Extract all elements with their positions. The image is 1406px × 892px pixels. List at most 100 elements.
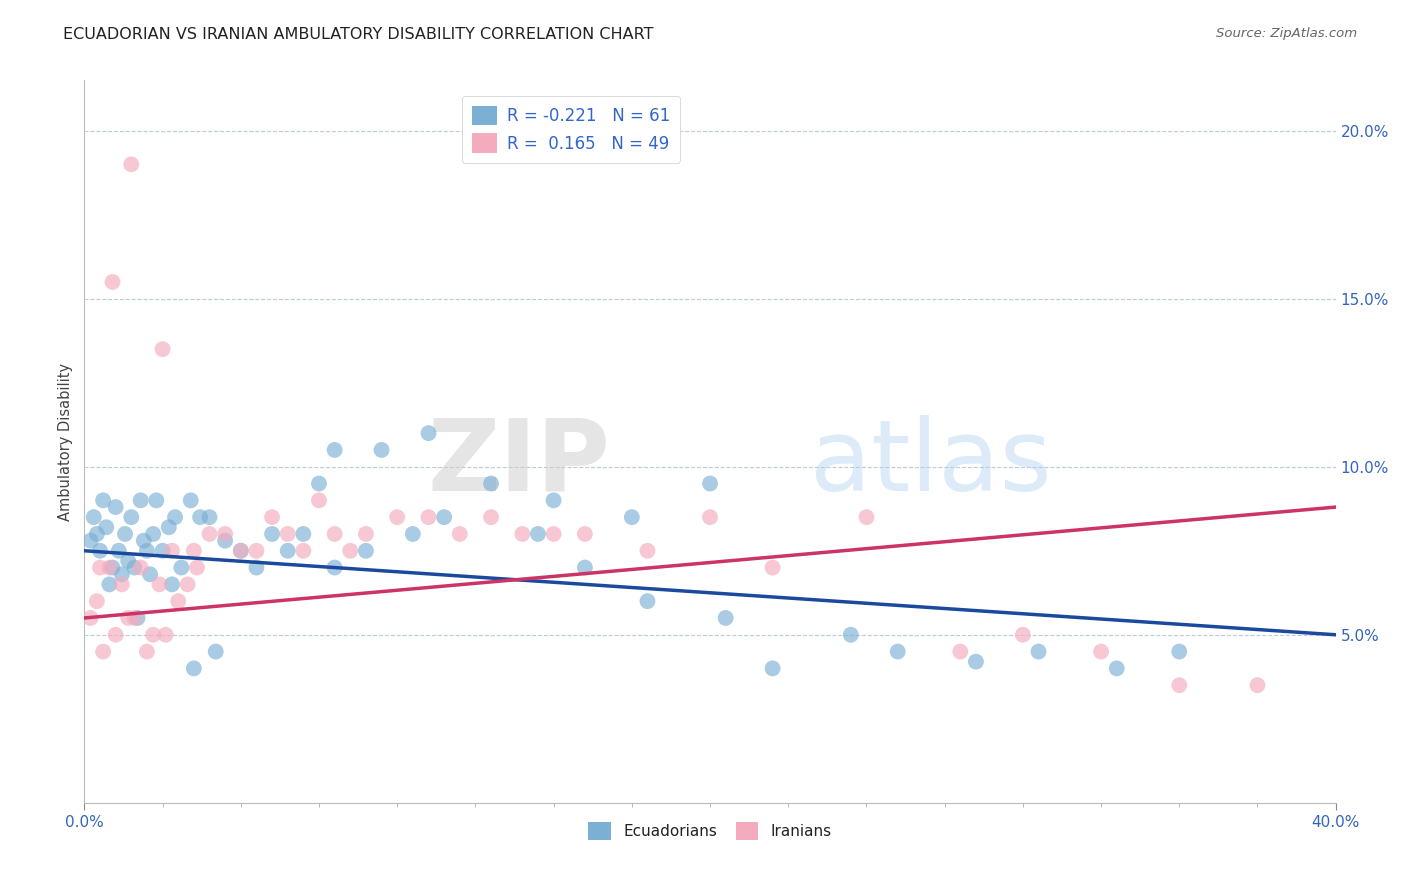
Point: [111, 567, 134, 582]
Text: atlas: atlas: [810, 415, 1052, 512]
Point: [887, 644, 910, 658]
Point: [136, 543, 159, 558]
Point: [160, 543, 183, 558]
Point: [1028, 644, 1050, 658]
Point: [176, 577, 198, 591]
Point: [543, 527, 565, 541]
Point: [527, 527, 550, 541]
Point: [1168, 678, 1191, 692]
Point: [139, 567, 162, 582]
Point: [180, 493, 202, 508]
Point: [229, 543, 252, 558]
Point: [1105, 661, 1128, 675]
Point: [155, 628, 177, 642]
Point: [214, 527, 236, 541]
Point: [101, 275, 124, 289]
Point: [714, 611, 737, 625]
Point: [762, 560, 785, 574]
Point: [323, 527, 346, 541]
Point: [167, 594, 190, 608]
Point: [83, 510, 105, 524]
Point: [86, 527, 108, 541]
Point: [188, 510, 211, 524]
Point: [79, 533, 101, 548]
Point: [165, 510, 187, 524]
Point: [637, 594, 659, 608]
Point: [145, 493, 167, 508]
Point: [124, 560, 146, 574]
Point: [385, 510, 409, 524]
Point: [183, 661, 205, 675]
Point: [204, 644, 226, 658]
Point: [762, 661, 785, 675]
Point: [86, 594, 108, 608]
Point: [129, 493, 152, 508]
Point: [479, 476, 502, 491]
Point: [637, 543, 659, 558]
Point: [114, 527, 136, 541]
Point: [142, 628, 165, 642]
Point: [186, 560, 208, 574]
Point: [117, 554, 139, 568]
Point: [120, 157, 142, 171]
Point: [245, 560, 267, 574]
Point: [308, 476, 330, 491]
Point: [132, 533, 155, 548]
Point: [98, 560, 121, 574]
Point: [512, 527, 534, 541]
Point: [98, 577, 121, 591]
Point: [949, 644, 972, 658]
Point: [292, 527, 315, 541]
Point: [136, 644, 159, 658]
Point: [117, 611, 139, 625]
Point: [479, 510, 502, 524]
Point: [170, 560, 193, 574]
Point: [124, 611, 146, 625]
Point: [308, 493, 330, 508]
Point: [574, 560, 596, 574]
Point: [965, 655, 987, 669]
Point: [245, 543, 267, 558]
Point: [198, 527, 221, 541]
Point: [402, 527, 425, 541]
Point: [449, 527, 471, 541]
Point: [101, 560, 124, 574]
Point: [699, 510, 721, 524]
Text: Source: ZipAtlas.com: Source: ZipAtlas.com: [1216, 27, 1357, 40]
Point: [120, 510, 142, 524]
Point: [418, 426, 440, 441]
Point: [89, 560, 111, 574]
Text: ZIP: ZIP: [427, 415, 610, 512]
Point: [142, 527, 165, 541]
Point: [292, 543, 315, 558]
Point: [229, 543, 252, 558]
Point: [1168, 644, 1191, 658]
Point: [214, 533, 236, 548]
Point: [262, 510, 284, 524]
Point: [323, 560, 346, 574]
Legend: Ecuadorians, Iranians: Ecuadorians, Iranians: [582, 816, 838, 846]
Point: [152, 543, 174, 558]
Point: [127, 611, 149, 625]
Point: [1012, 628, 1035, 642]
Point: [339, 543, 361, 558]
Point: [277, 527, 299, 541]
Point: [89, 543, 111, 558]
Point: [262, 527, 284, 541]
Point: [148, 577, 170, 591]
Point: [1246, 678, 1268, 692]
Point: [620, 510, 643, 524]
Point: [323, 442, 346, 457]
Point: [160, 577, 183, 591]
Point: [370, 442, 392, 457]
Point: [104, 628, 127, 642]
Point: [79, 611, 101, 625]
Point: [157, 520, 180, 534]
Point: [152, 342, 174, 356]
Point: [96, 520, 118, 534]
Point: [91, 644, 114, 658]
Point: [354, 543, 377, 558]
Point: [855, 510, 877, 524]
Point: [129, 560, 152, 574]
Point: [433, 510, 456, 524]
